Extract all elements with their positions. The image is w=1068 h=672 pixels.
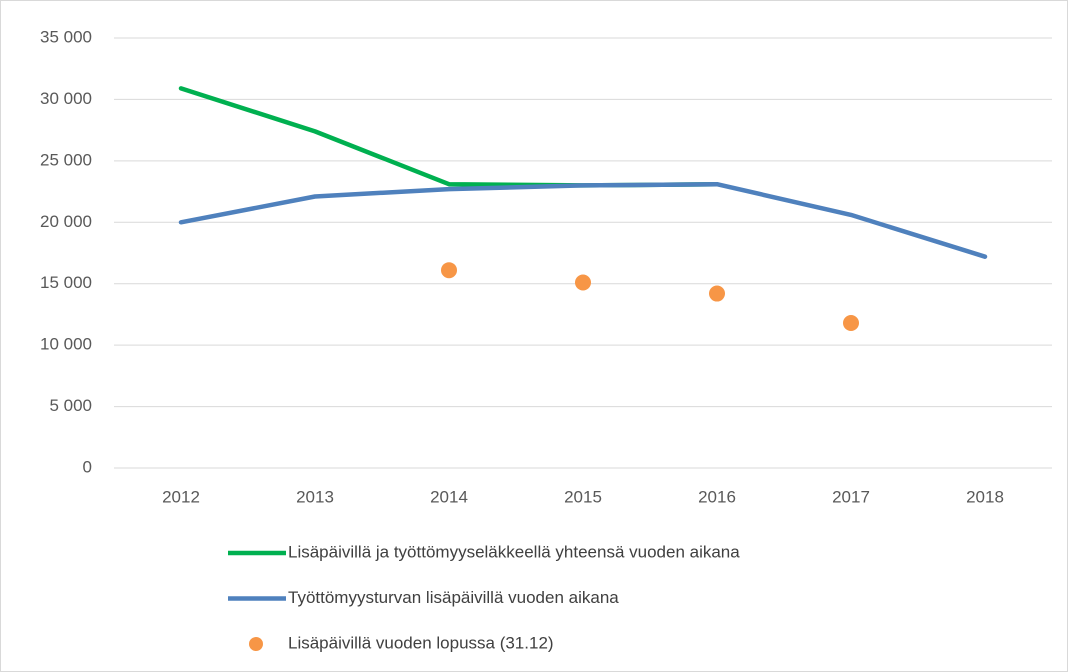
y-tick-label: 15 000 [40, 273, 92, 292]
x-tick-label: 2012 [162, 487, 200, 506]
legend-label: Työttömyysturvan lisäpäivillä vuoden aik… [288, 588, 619, 607]
point [441, 262, 457, 279]
x-tick-label: 2016 [698, 487, 736, 506]
x-tick-label: 2013 [296, 487, 334, 506]
legend-marker [249, 637, 263, 651]
series-line [178, 181, 988, 259]
y-tick-label: 5 000 [49, 396, 92, 415]
x-tick-label: 2018 [966, 487, 1004, 506]
y-tick-label: 0 [83, 457, 92, 476]
legend: Lisäpäivillä ja työttömyyseläkkeellä yht… [228, 542, 740, 652]
y-tick-label: 35 000 [40, 27, 92, 46]
x-tick-label: 2017 [832, 487, 870, 506]
x-tick-label: 2015 [564, 487, 602, 506]
point [709, 285, 725, 302]
y-tick-label: 10 000 [40, 335, 92, 354]
legend-label: Lisäpäivillä ja työttömyyseläkkeellä yht… [288, 542, 740, 561]
y-tick-label: 25 000 [40, 150, 92, 169]
x-tick-label: 2014 [430, 487, 468, 506]
y-tick-label: 30 000 [40, 89, 92, 108]
legend-label: Lisäpäivillä vuoden lopussa (31.12) [288, 633, 554, 652]
y-tick-label: 20 000 [40, 212, 92, 231]
point [843, 315, 859, 332]
point [575, 274, 591, 291]
